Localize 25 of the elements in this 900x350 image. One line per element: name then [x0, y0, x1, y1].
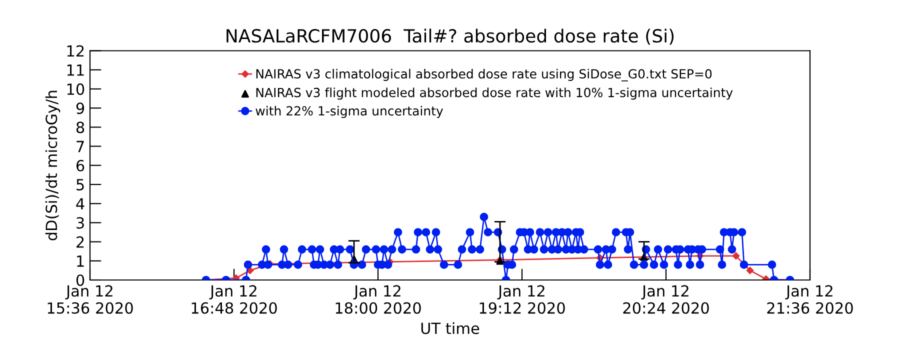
y-tick-label: 5 — [76, 179, 84, 190]
y-tick-label: 2 — [76, 236, 84, 248]
y-tick-label: 8 — [76, 122, 84, 134]
x-axis-title: UT time — [421, 322, 480, 334]
legend-label: NAIRAS v3 flight modeled absorbed dose rate with 10% 1-sigma uncertainty — [256, 88, 733, 100]
y-tick-label: 11 — [67, 64, 84, 76]
legend-label: with 22% 1-sigma uncertainty — [256, 106, 444, 118]
y-tick-label: 7 — [76, 140, 84, 152]
y-tick-label: 9 — [76, 102, 84, 114]
x-tick-label: Jan 12 21:36 2020 — [767, 285, 853, 314]
y-tick-label: 10 — [67, 83, 84, 95]
legend-label: NAIRAS v3 climatological absorbed dose rate using SiDose_G0.txt SEP=0 — [256, 68, 712, 82]
y-tick-label: 4 — [76, 198, 84, 210]
y-tick-label: 1 — [77, 256, 84, 267]
y-axis-title: dD(Si)/dt microGy/h — [45, 90, 60, 240]
chart-title: NASALaRCFM7006 Tail#? absorbed dose rate (Si) — [226, 28, 674, 45]
x-tick-label: Jan 12 15:36 2020 — [48, 285, 133, 314]
y-tick-label: 12 — [67, 45, 84, 57]
y-tick-label: 6 — [76, 160, 84, 172]
y-tick-label: 0 — [76, 274, 84, 286]
x-tick-label: Jan 12 18:00 2020 — [336, 285, 421, 314]
x-tick-label: Jan 12 16:48 2020 — [192, 285, 277, 314]
x-tick-label: Jan 12 20:24 2020 — [623, 285, 709, 314]
x-tick-label: Jan 12 19:12 2020 — [480, 285, 565, 314]
y-tick-label: 3 — [76, 217, 84, 229]
